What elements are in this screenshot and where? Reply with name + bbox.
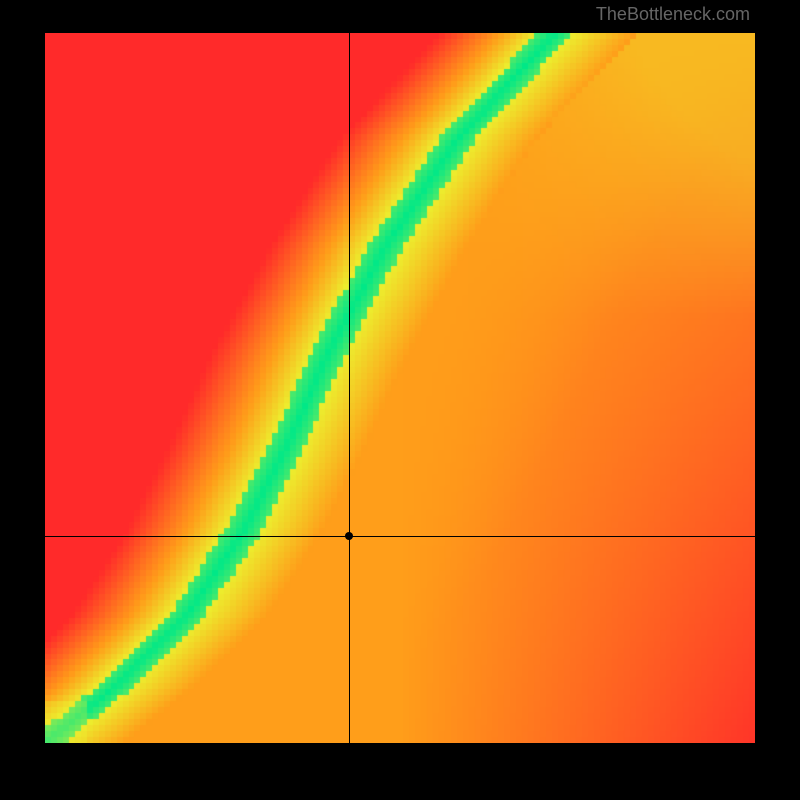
chart-container: TheBottleneck.com [0,0,800,800]
crosshair-vertical [349,33,350,743]
plot-area [45,33,755,743]
crosshair-dot [345,532,353,540]
crosshair-horizontal [45,536,755,537]
watermark-text: TheBottleneck.com [596,4,750,25]
heatmap-canvas [45,33,755,743]
